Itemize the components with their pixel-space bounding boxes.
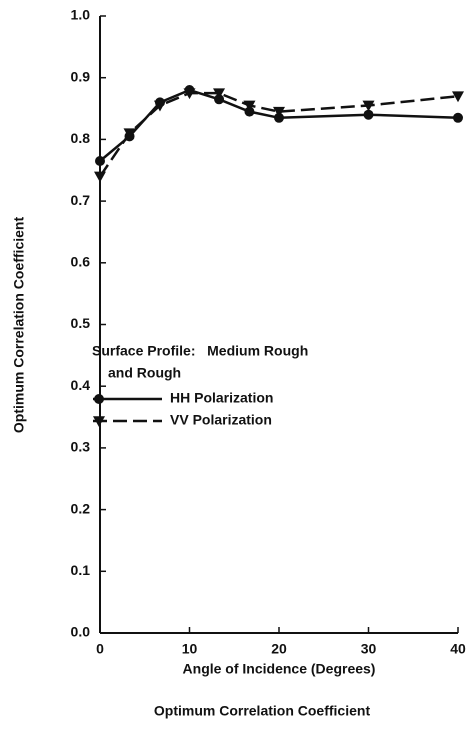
- data-point: [123, 128, 136, 140]
- legend-marker: [93, 416, 105, 427]
- data-point: [363, 109, 374, 120]
- data-point: [273, 106, 285, 118]
- legend-label: HH Polarization: [170, 390, 273, 406]
- y-tick-label: 0.4: [71, 377, 91, 393]
- y-tick-label: 0.7: [71, 192, 91, 208]
- data-point: [153, 100, 166, 112]
- legend-title: and Rough: [108, 365, 181, 381]
- y-tick-label: 0.2: [71, 500, 91, 516]
- x-tick-label: 20: [271, 641, 287, 657]
- y-tick-label: 0.3: [71, 439, 91, 455]
- data-point: [453, 112, 463, 123]
- data-point: [244, 106, 255, 117]
- caption: Optimum Correlation Coefficient: [154, 703, 371, 719]
- data-point: [213, 88, 226, 100]
- legend-marker: [94, 394, 104, 404]
- y-axis-label: Optimum Correlation Coefficient: [11, 217, 27, 434]
- data-point: [452, 91, 464, 103]
- legend-title: Surface Profile: Medium Rough: [92, 343, 308, 359]
- x-tick-label: 30: [361, 641, 377, 657]
- y-tick-label: 0.6: [71, 254, 91, 270]
- data-point: [243, 100, 256, 112]
- data-point: [183, 88, 196, 100]
- y-tick-label: 0.0: [71, 624, 91, 640]
- data-point: [362, 100, 375, 112]
- legend-label: VV Polarization: [170, 412, 272, 428]
- x-axis-label: Angle of Incidence (Degrees): [183, 661, 376, 677]
- x-tick-label: 10: [182, 641, 198, 657]
- data-point: [274, 112, 284, 123]
- y-tick-label: 0.1: [71, 562, 91, 578]
- y-tick-label: 1.0: [71, 7, 91, 23]
- data-point: [94, 171, 106, 183]
- x-tick-label: 0: [96, 641, 104, 657]
- y-tick-label: 0.5: [71, 315, 91, 331]
- series-line: [98, 91, 459, 178]
- y-tick-label: 0.9: [71, 68, 91, 84]
- x-tick-label: 40: [450, 641, 466, 657]
- y-tick-label: 0.8: [71, 130, 91, 146]
- data-point: [95, 155, 105, 166]
- data-point: [214, 94, 225, 105]
